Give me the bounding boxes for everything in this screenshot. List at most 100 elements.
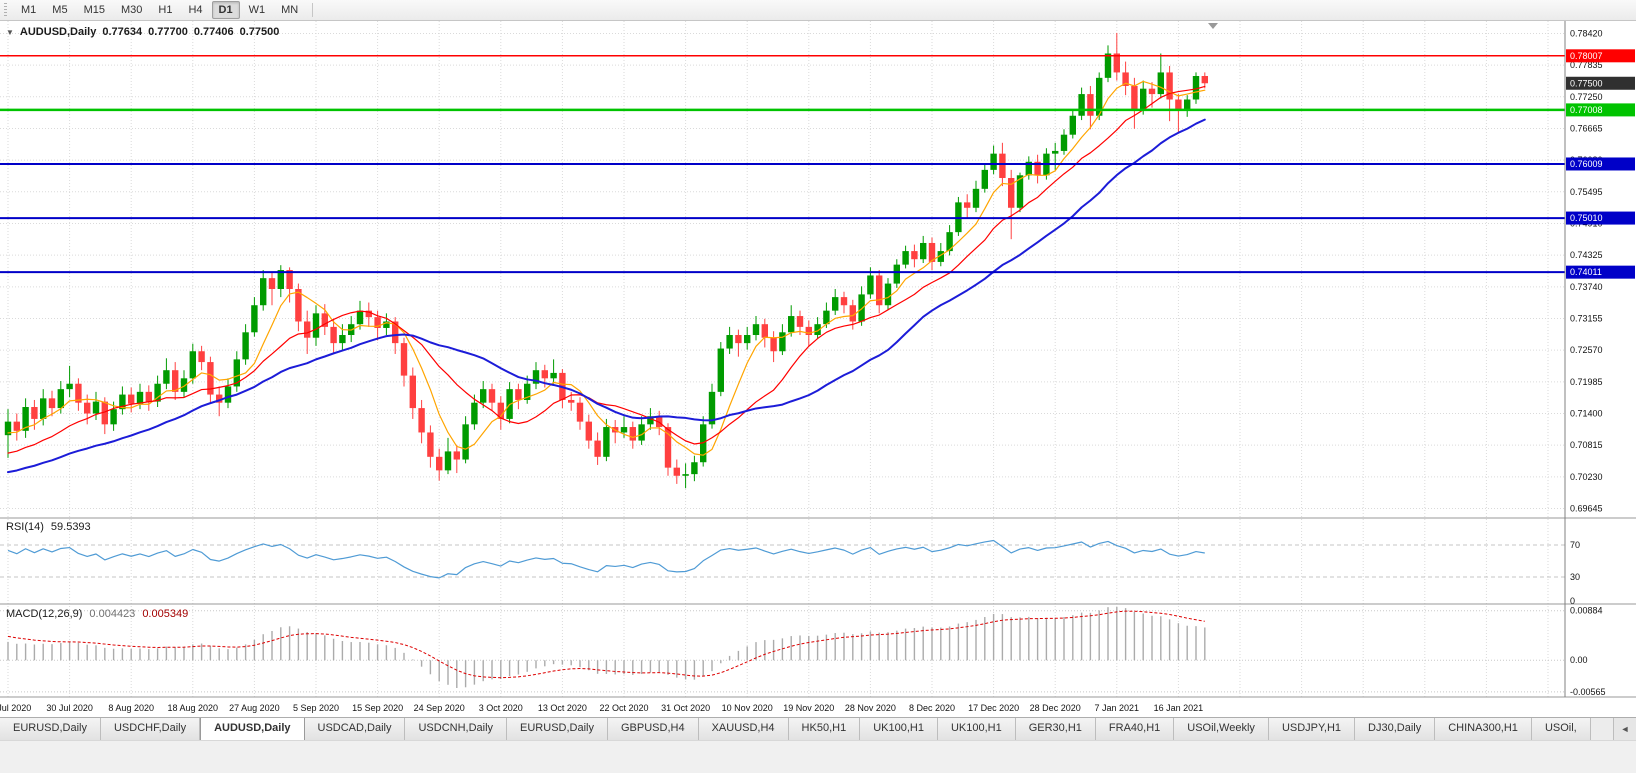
chart-background — [0, 21, 1636, 717]
chart-tab-fra40-h1[interactable]: FRA40,H1 — [1095, 718, 1175, 740]
chart-tab-hk50-h1[interactable]: HK50,H1 — [788, 718, 861, 740]
timeframe-buttons-group: M1 M5 M15 M30 H1 H4 D1 W1 MN — [13, 0, 306, 20]
ma-fast-line — [7, 80, 1206, 456]
svg-text:30 Jul 2020: 30 Jul 2020 — [46, 703, 93, 713]
time-scale[interactable] — [0, 697, 1565, 717]
svg-text:18 Aug 2020: 18 Aug 2020 — [168, 703, 219, 713]
ohlc-open-value: 0.77634 — [102, 26, 143, 38]
chart-canvas[interactable]: 0.784200.778350.772500.766650.760800.754… — [0, 21, 1636, 717]
svg-text:0.71985: 0.71985 — [1570, 377, 1603, 387]
rsi-line — [7, 539, 1205, 579]
svg-text:31 Oct 2020: 31 Oct 2020 — [661, 703, 710, 713]
one-click-trading-icon[interactable]: ▼ — [6, 27, 14, 37]
timeframe-button-mn[interactable]: MN — [281, 4, 299, 16]
chart-tab-gbpusd-h4[interactable]: GBPUSD,H4 — [608, 718, 699, 740]
macd-indicator-label: MACD(12,26,9) 0.004423 0.005349 — [6, 608, 188, 620]
macd-main-value: 0.004423 — [89, 608, 136, 620]
svg-text:5 Sep 2020: 5 Sep 2020 — [293, 703, 339, 713]
chart-tab-usdcad-daily[interactable]: USDCAD,Daily — [304, 718, 406, 740]
svg-text:0.00: 0.00 — [1570, 655, 1588, 665]
status-strip — [0, 740, 1636, 773]
chart-symbol-period-label: AUDUSD,Daily — [19, 26, 97, 38]
chart-tab-eurusd-daily[interactable]: EURUSD,Daily — [0, 718, 101, 740]
svg-text:19 Nov 2020: 19 Nov 2020 — [783, 703, 834, 713]
svg-text:0: 0 — [1570, 596, 1575, 606]
svg-text:0.77008: 0.77008 — [1570, 105, 1603, 115]
svg-text:24 Sep 2020: 24 Sep 2020 — [414, 703, 465, 713]
svg-text:28 Dec 2020: 28 Dec 2020 — [1030, 703, 1081, 713]
chart-tab-uk100-h1[interactable]: UK100,H1 — [860, 718, 938, 740]
svg-text:8 Dec 2020: 8 Dec 2020 — [909, 703, 955, 713]
svg-text:0.74011: 0.74011 — [1570, 267, 1602, 277]
svg-text:0.69645: 0.69645 — [1570, 504, 1603, 514]
chart-tabbar: EURUSD,Daily USDCHF,Daily AUDUSD,Daily USDC… — [0, 717, 1636, 740]
svg-text:0.72570: 0.72570 — [1570, 345, 1603, 355]
rsi-value: 59.5393 — [50, 521, 91, 533]
chart-tab-usdchf-daily[interactable]: USDCHF,Daily — [100, 718, 201, 740]
macd-signal-value: 0.005349 — [142, 608, 189, 620]
chart-area: 0.784200.778350.772500.766650.760800.754… — [0, 21, 1636, 717]
svg-text:0.70815: 0.70815 — [1570, 440, 1603, 450]
svg-text:3 Oct 2020: 3 Oct 2020 — [479, 703, 523, 713]
price-line-markers: 0.78007 0.77008 0.76009 0.75010 0.74011 0.775… — [1566, 49, 1635, 279]
svg-text:0.73740: 0.73740 — [1570, 282, 1603, 292]
chart-tab-audusd-daily[interactable]: AUDUSD,Daily — [200, 718, 305, 740]
timeframe-button-m15[interactable]: M15 — [83, 4, 105, 16]
chart-tab-ger30-h1[interactable]: GER30,H1 — [1015, 718, 1096, 740]
svg-text:17 Dec 2020: 17 Dec 2020 — [968, 703, 1019, 713]
svg-text:0.76665: 0.76665 — [1570, 123, 1603, 133]
timeframe-button-m1[interactable]: M1 — [21, 4, 37, 16]
svg-text:0.00884: 0.00884 — [1570, 606, 1603, 616]
svg-text:0.77835: 0.77835 — [1570, 60, 1603, 70]
toolbar-separator — [312, 3, 314, 17]
chart-tab-usoil-weekly[interactable]: USOil,Weekly — [1174, 718, 1269, 740]
chart-tab-dj30-daily[interactable]: DJ30,Daily — [1355, 718, 1436, 740]
svg-text:10 Nov 2020: 10 Nov 2020 — [722, 703, 773, 713]
macd-name: MACD(12,26,9) — [6, 608, 83, 620]
svg-text:30: 30 — [1570, 572, 1580, 582]
svg-text:0.70230: 0.70230 — [1570, 472, 1603, 482]
timeframe-button-m5[interactable]: M5 — [52, 4, 68, 16]
chart-tab-usdjpy-h1[interactable]: USDJPY,H1 — [1268, 718, 1356, 740]
svg-text:70: 70 — [1570, 540, 1580, 550]
chart-tab-uk100-h1[interactable]: UK100,H1 — [937, 718, 1016, 740]
chart-title: ▼ AUDUSD,Daily 0.77634 0.77700 0.77406 0… — [6, 26, 279, 38]
chart-tab-usdcnh-daily[interactable]: USDCNH,Daily — [405, 718, 508, 740]
svg-text:27 Aug 2020: 27 Aug 2020 — [229, 703, 280, 713]
tab-scroll-left-button[interactable]: ◄ — [1613, 718, 1636, 740]
svg-text:16 Jan 2021: 16 Jan 2021 — [1154, 703, 1204, 713]
svg-text:0.71400: 0.71400 — [1570, 409, 1603, 419]
svg-text:0.77250: 0.77250 — [1570, 92, 1603, 102]
chart-tab-china300-h1[interactable]: CHINA300,H1 — [1435, 718, 1532, 740]
toolbar-grip[interactable] — [4, 3, 7, 17]
svg-text:0.78420: 0.78420 — [1570, 28, 1603, 38]
rsi-name: RSI(14) — [6, 521, 44, 533]
svg-text:28 Nov 2020: 28 Nov 2020 — [845, 703, 896, 713]
price-scale[interactable] — [1566, 21, 1636, 717]
rsi-scale-labels: 70 30 0 — [1570, 540, 1580, 606]
svg-text:0.74325: 0.74325 — [1570, 250, 1603, 260]
chart-tab-usoil[interactable]: USOil, — [1531, 718, 1591, 740]
ohlc-high-value: 0.77700 — [148, 26, 188, 38]
svg-text:0.76009: 0.76009 — [1570, 159, 1603, 169]
macd-histogram — [7, 607, 1206, 689]
svg-text:0.75495: 0.75495 — [1570, 187, 1603, 197]
svg-text:0.75010: 0.75010 — [1570, 213, 1603, 223]
timeframe-button-h1[interactable]: H1 — [158, 4, 173, 16]
svg-text:13 Oct 2020: 13 Oct 2020 — [538, 703, 587, 713]
svg-text:0.78007: 0.78007 — [1570, 51, 1603, 61]
timeframe-toolbar: M1 M5 M15 M30 H1 H4 D1 W1 MN — [0, 0, 1636, 21]
svg-text:8 Aug 2020: 8 Aug 2020 — [108, 703, 154, 713]
timeframe-button-d1[interactable]: D1 — [211, 1, 240, 19]
chart-tab-xauusd-h4[interactable]: XAUUSD,H4 — [698, 718, 789, 740]
macd-scale-labels: 0.00884 0.00 -0.00565 — [1570, 606, 1606, 697]
timeframe-button-m30[interactable]: M30 — [120, 4, 143, 16]
timeframe-button-w1[interactable]: W1 — [248, 4, 266, 16]
svg-text:0.77500: 0.77500 — [1570, 78, 1603, 88]
svg-text:21 Jul 2020: 21 Jul 2020 — [0, 703, 31, 713]
chart-shift-icon[interactable] — [1208, 23, 1218, 29]
scroll-left-icon: ◄ — [1620, 724, 1630, 734]
timeframe-button-h4[interactable]: H4 — [188, 4, 203, 16]
chart-tab-eurusd-daily[interactable]: EURUSD,Daily — [507, 718, 608, 740]
